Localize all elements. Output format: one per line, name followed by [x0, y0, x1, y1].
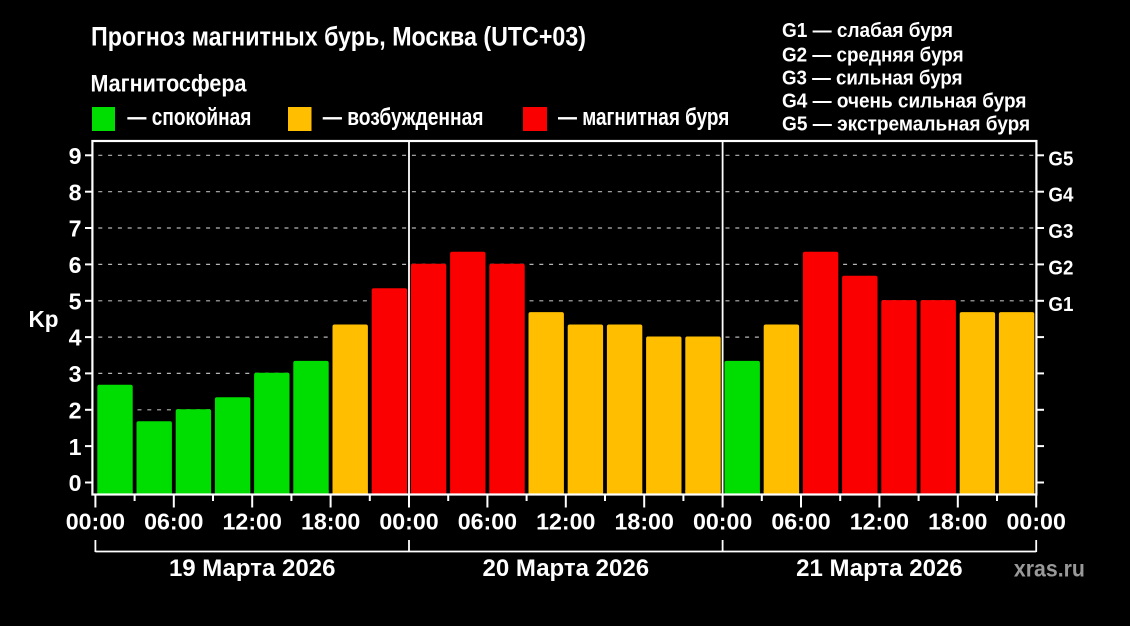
- svg-text:12:00: 12:00: [850, 509, 909, 535]
- svg-text:06:00: 06:00: [458, 509, 517, 535]
- svg-text:9: 9: [69, 143, 82, 169]
- svg-text:Магнитосфера: Магнитосфера: [91, 71, 248, 97]
- svg-text:12:00: 12:00: [223, 509, 282, 535]
- svg-text:06:00: 06:00: [771, 509, 830, 535]
- svg-text:G4 — очень сильная буря: G4 — очень сильная буря: [782, 89, 1026, 112]
- svg-text:xras.ru: xras.ru: [1014, 555, 1085, 581]
- svg-text:G1 — слабая буря: G1 — слабая буря: [782, 19, 953, 42]
- svg-text:5: 5: [69, 288, 82, 314]
- svg-text:19 Марта 2026: 19 Марта 2026: [169, 555, 336, 582]
- svg-text:06:00: 06:00: [144, 509, 203, 535]
- svg-text:6: 6: [69, 252, 82, 278]
- svg-text:0: 0: [69, 470, 82, 496]
- svg-text:21 Марта 2026: 21 Марта 2026: [796, 555, 963, 582]
- svg-text:2: 2: [69, 397, 82, 423]
- svg-text:Прогноз магнитных бурь, Москва: Прогноз магнитных бурь, Москва (UTC+03): [91, 22, 586, 52]
- svg-text:— возбужденная: — возбужденная: [323, 104, 484, 131]
- svg-text:— спокойная: — спокойная: [127, 104, 251, 131]
- svg-text:G4: G4: [1048, 184, 1073, 207]
- svg-text:8: 8: [69, 179, 82, 205]
- svg-text:G3 — сильная буря: G3 — сильная буря: [782, 67, 963, 90]
- svg-text:4: 4: [69, 325, 82, 351]
- svg-text:18:00: 18:00: [301, 509, 360, 535]
- svg-text:18:00: 18:00: [928, 509, 987, 535]
- svg-text:G3: G3: [1048, 220, 1073, 243]
- svg-text:G5 — экстремальная буря: G5 — экстремальная буря: [782, 112, 1030, 135]
- svg-text:00:00: 00:00: [379, 509, 438, 535]
- svg-text:1: 1: [69, 434, 82, 460]
- svg-text:G2: G2: [1048, 256, 1073, 279]
- svg-text:3: 3: [69, 361, 82, 387]
- svg-text:20 Марта 2026: 20 Марта 2026: [483, 555, 650, 582]
- svg-text:00:00: 00:00: [1007, 509, 1066, 535]
- svg-text:G5: G5: [1048, 147, 1073, 170]
- svg-text:7: 7: [69, 216, 82, 242]
- svg-text:12:00: 12:00: [536, 509, 595, 535]
- svg-text:G2 — средняя буря: G2 — средняя буря: [782, 43, 964, 66]
- svg-text:00:00: 00:00: [693, 509, 752, 535]
- svg-text:— магнитная буря: — магнитная буря: [558, 104, 729, 131]
- svg-text:G1: G1: [1048, 293, 1073, 316]
- svg-text:Kp: Kp: [29, 306, 59, 332]
- svg-text:00:00: 00:00: [66, 509, 125, 535]
- svg-text:18:00: 18:00: [615, 509, 674, 535]
